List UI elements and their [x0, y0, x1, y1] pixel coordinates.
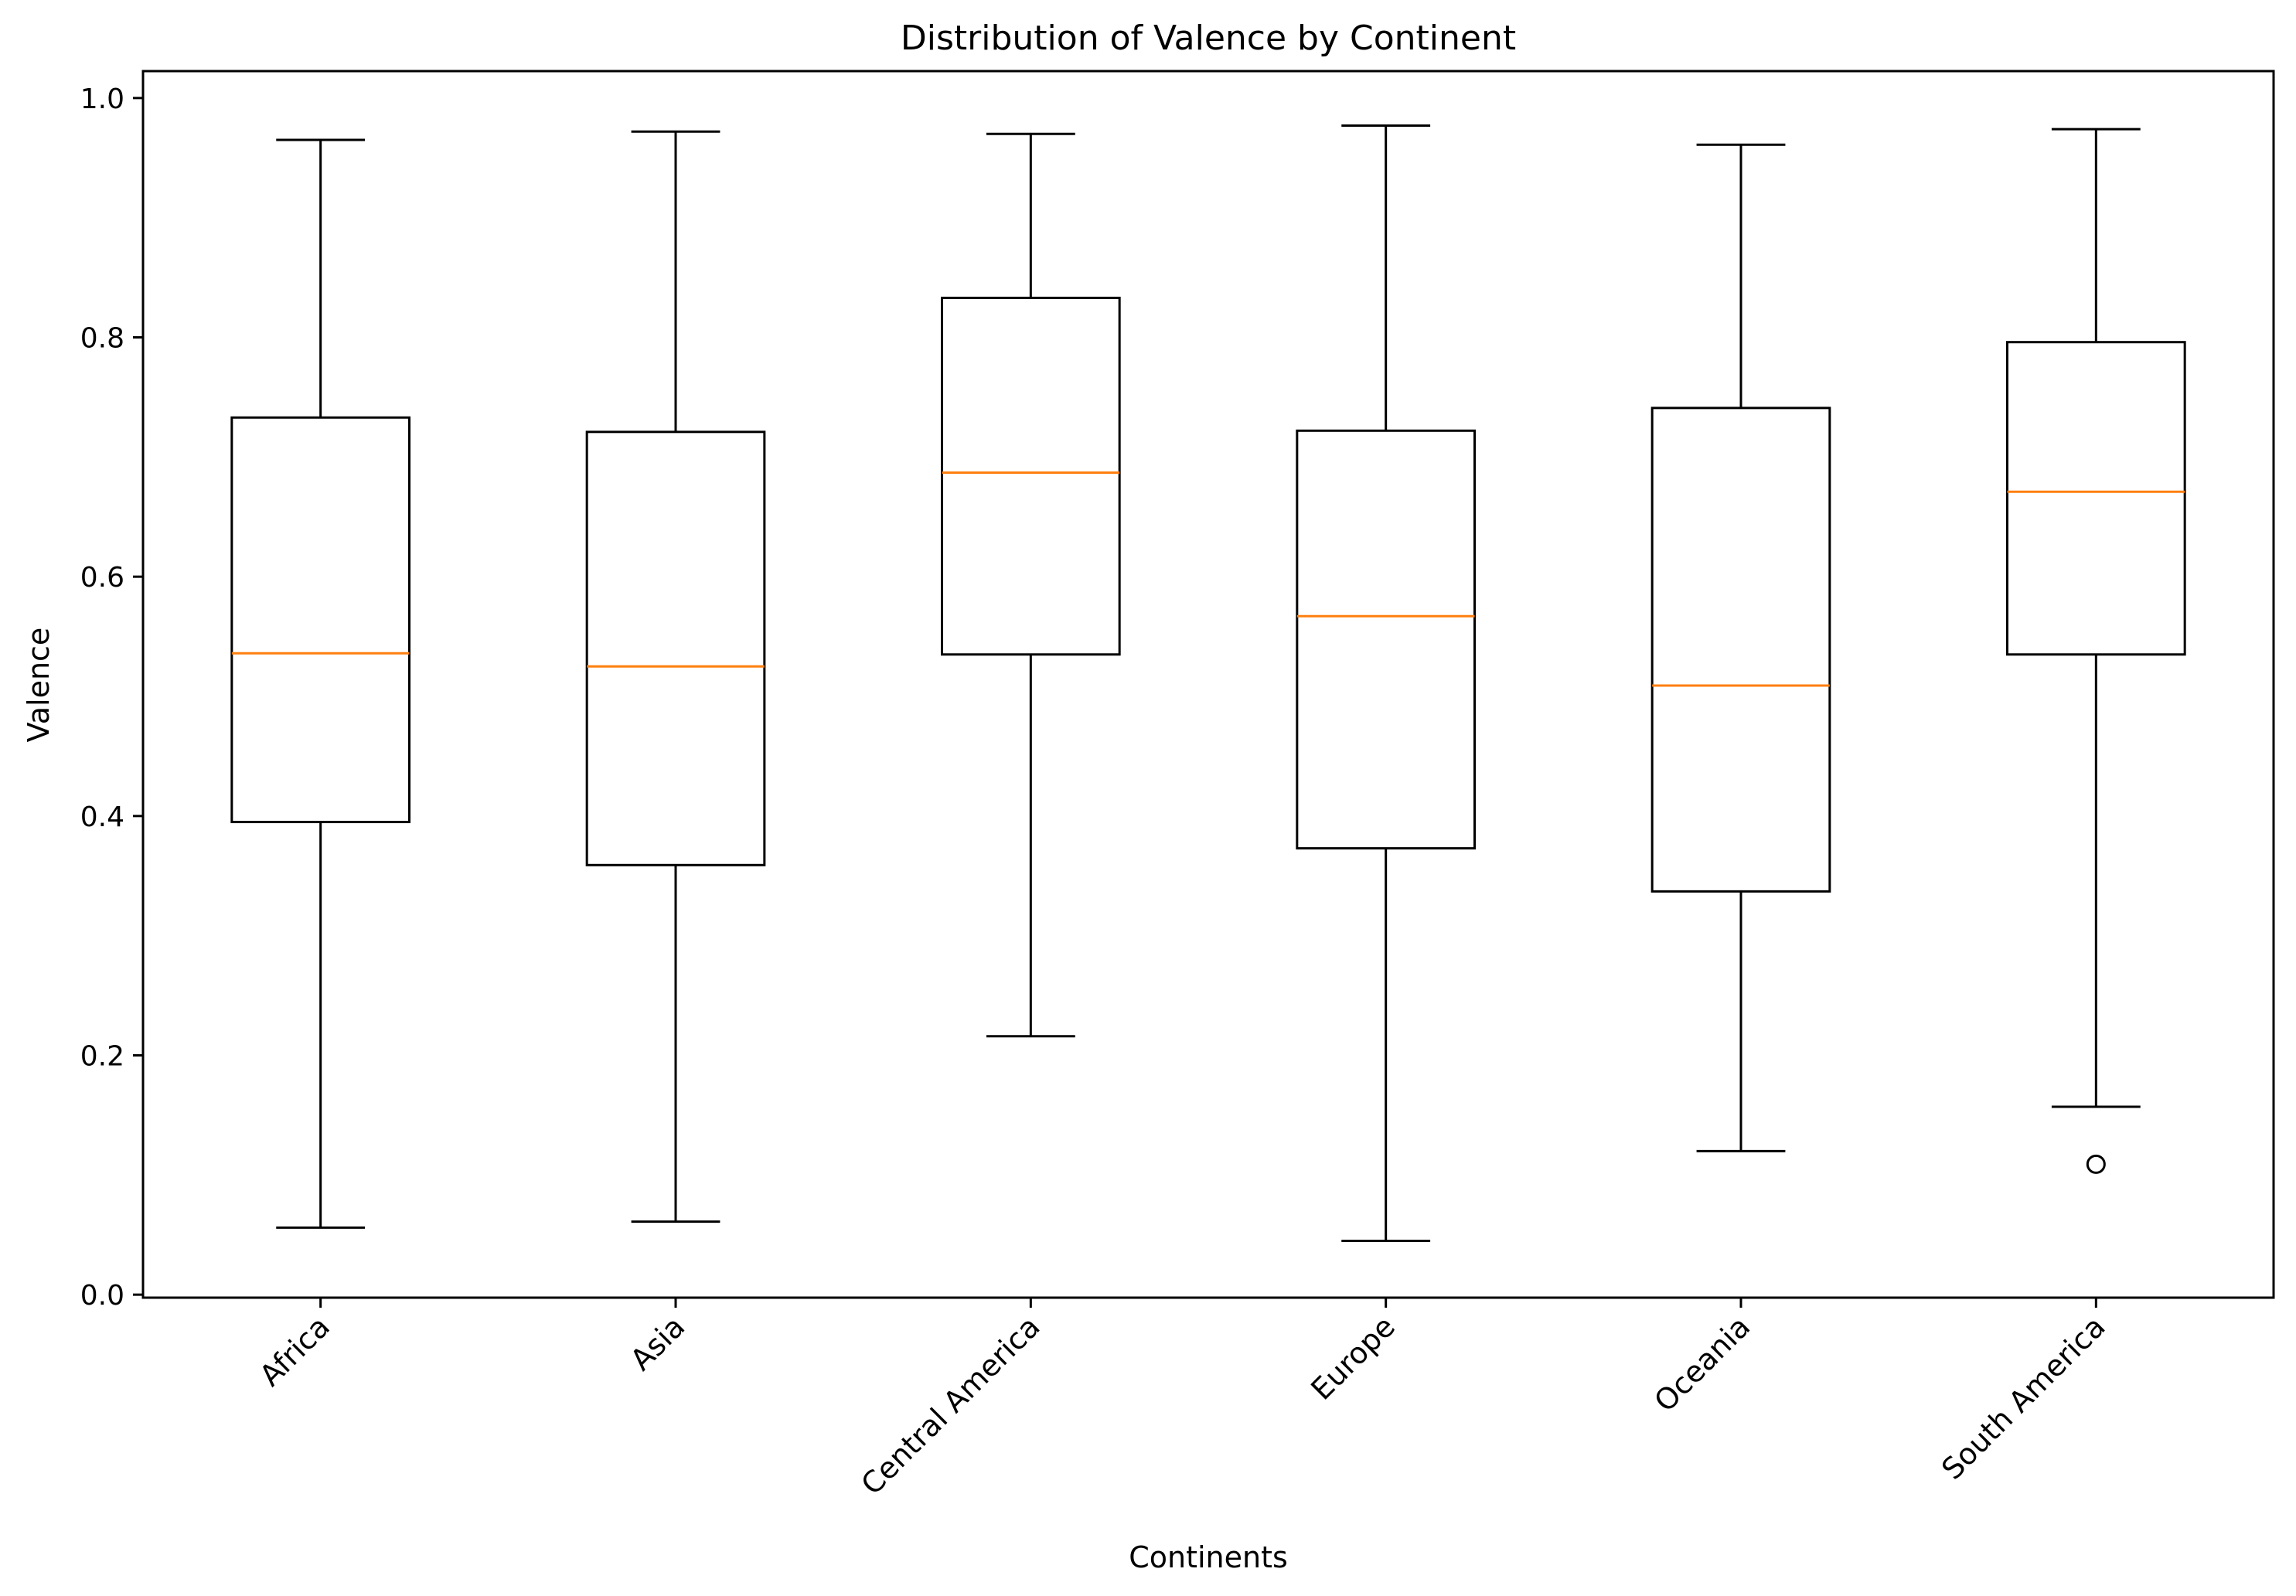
iqr-box: [1650, 407, 1831, 893]
y-axis-label: Valence: [22, 628, 56, 743]
x-axis: Africa Asia Central America Europe Oceania So…: [253, 1298, 2112, 1502]
box-group: [230, 138, 411, 1229]
box-group: [941, 132, 1121, 1038]
y-tick-label: 0.4: [80, 801, 124, 833]
x-tick-label: Asia: [624, 1309, 691, 1377]
y-tick-label: 1.0: [80, 83, 124, 115]
y-tick-label: 0.2: [80, 1040, 124, 1072]
x-axis-label: Continents: [1129, 1540, 1288, 1574]
x-tick-label: Central America: [854, 1309, 1046, 1501]
plot-area: [230, 124, 2186, 1242]
box-group: [585, 130, 766, 1223]
y-tick-label: 0.6: [80, 562, 124, 594]
box-group: [1296, 124, 1477, 1242]
outlier-point: [2086, 1154, 2106, 1174]
y-tick-label: 0.8: [80, 322, 124, 354]
box-group: [1650, 143, 1831, 1152]
iqr-box: [585, 430, 766, 866]
x-tick-label: Africa: [253, 1309, 336, 1393]
y-tick-label: 0.0: [80, 1280, 124, 1312]
x-tick-label: Europe: [1304, 1309, 1402, 1407]
iqr-box: [230, 416, 411, 824]
y-axis: 0.0 0.2 0.4 0.6 0.8 1.0: [80, 83, 143, 1312]
chart-title: Distribution of Valence by Continent: [901, 19, 1516, 58]
iqr-box: [941, 296, 1121, 656]
iqr-box: [2006, 341, 2186, 656]
iqr-box: [1296, 429, 1477, 850]
axes-frame: [141, 70, 2275, 1299]
box-group: [2006, 128, 2186, 1174]
x-tick-label: Oceania: [1647, 1309, 1756, 1418]
x-tick-label: South America: [1935, 1309, 2112, 1486]
